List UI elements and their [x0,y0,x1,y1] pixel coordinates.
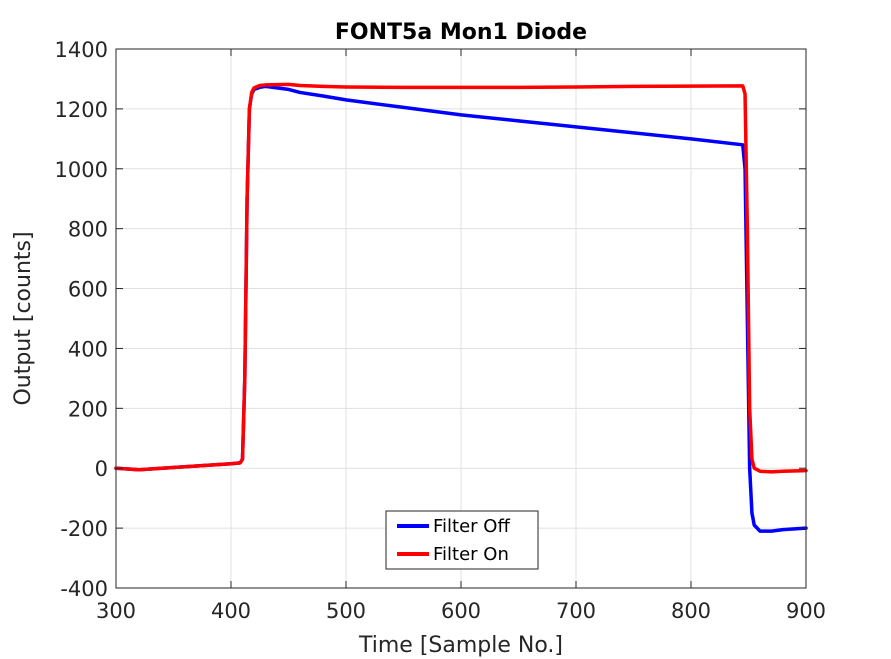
legend-label-filter-on: Filter On [433,544,509,565]
y-tick-label: -400 [60,577,108,601]
x-tick-label: 300 [96,599,136,623]
x-tick-label: 500 [326,599,366,623]
y-tick-labels: -400 -200 0 200 400 600 800 1000 1200 1400 [55,38,108,601]
x-axis-label: Time [Sample No.] [358,633,563,658]
y-tick-label: 1200 [55,98,108,122]
y-tick-label: 800 [68,218,108,242]
legend-label-filter-off: Filter Off [433,516,510,537]
chart-title: FONT5a Mon1 Diode [335,20,587,45]
legend-box [385,510,539,570]
y-tick-label: 0 [95,457,108,481]
ticks [115,48,807,589]
y-tick-label: 1400 [55,38,108,62]
y-axis-label: Output [counts] [11,231,36,405]
y-tick-label: -200 [60,517,108,541]
y-tick-label: 400 [68,337,108,361]
x-tick-label: 900 [786,599,826,623]
y-tick-label: 600 [68,278,108,302]
x-tick-label: 700 [556,599,596,623]
x-tick-label: 800 [671,599,711,623]
legend: Filter Off Filter On [385,510,539,570]
x-tick-labels: 300 400 500 600 700 800 900 [96,599,826,623]
y-tick-label: 200 [68,397,108,421]
x-tick-label: 600 [441,599,481,623]
series-line-filter-on [114,82,808,474]
x-tick-label: 400 [211,599,251,623]
y-tick-label: 1000 [55,158,108,182]
series-layer [114,82,808,533]
